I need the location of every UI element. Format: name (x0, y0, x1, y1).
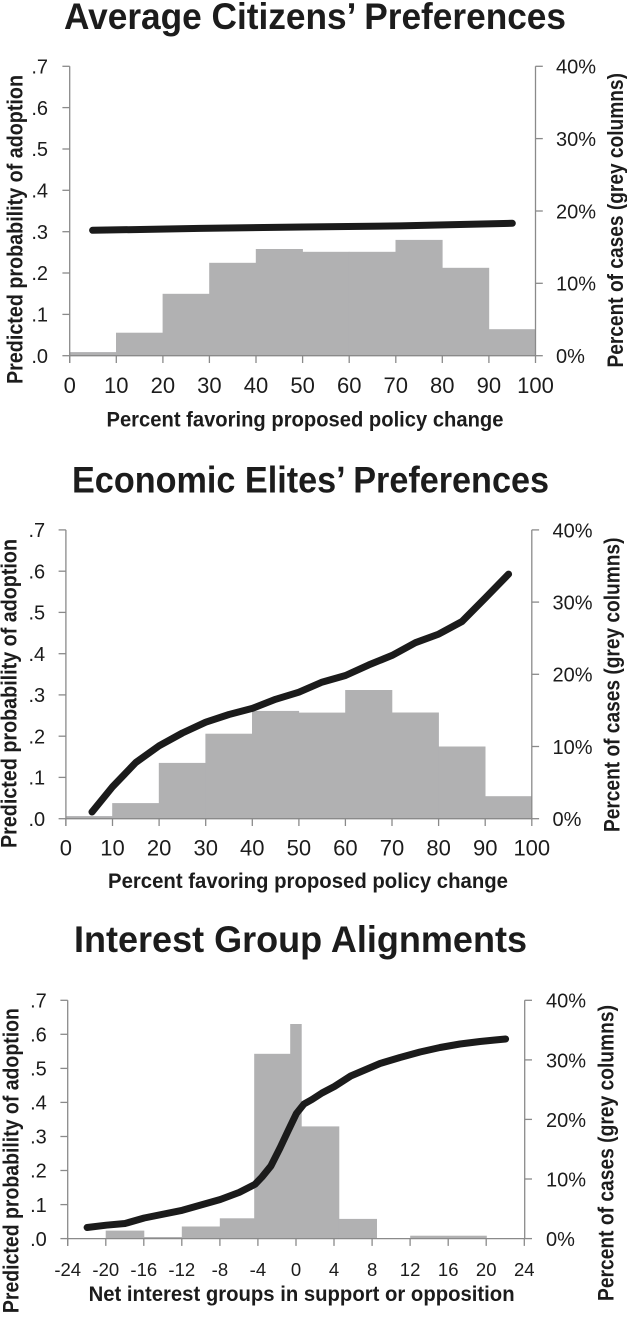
svg-text:Interest Group Alignments: Interest Group Alignments (74, 918, 527, 960)
svg-text:80: 80 (430, 373, 454, 398)
svg-text:10%: 10% (546, 1169, 586, 1191)
svg-text:24: 24 (514, 1259, 535, 1280)
svg-text:.6: .6 (31, 98, 48, 120)
svg-text:.2: .2 (29, 726, 46, 748)
svg-text:0%: 0% (553, 809, 582, 831)
svg-text:20%: 20% (546, 1110, 586, 1132)
svg-text:.3: .3 (31, 222, 48, 244)
svg-text:90: 90 (477, 373, 501, 398)
svg-text:40: 40 (240, 835, 264, 860)
svg-text:.6: .6 (30, 1025, 47, 1047)
svg-text:40: 40 (244, 373, 268, 398)
svg-text:Economic Elites’ Preferences: Economic Elites’ Preferences (72, 458, 549, 500)
svg-text:50: 50 (290, 373, 314, 398)
svg-text:0: 0 (60, 835, 72, 860)
svg-text:-16: -16 (130, 1259, 157, 1280)
svg-text:.4: .4 (29, 644, 46, 666)
svg-text:10%: 10% (553, 737, 593, 759)
svg-text:.4: .4 (31, 181, 48, 203)
svg-text:20: 20 (151, 373, 175, 398)
svg-text:-4: -4 (250, 1259, 266, 1280)
svg-text:20%: 20% (553, 665, 593, 687)
svg-text:12: 12 (400, 1259, 421, 1280)
svg-text:Percent favoring proposed poli: Percent favoring proposed policy change (107, 408, 504, 432)
svg-text:40%: 40% (556, 57, 596, 79)
svg-text:Net interest groups in support: Net interest groups in support or opposi… (89, 1282, 515, 1306)
svg-text:.1: .1 (29, 768, 46, 790)
svg-text:30%: 30% (546, 1050, 586, 1072)
svg-text:10: 10 (104, 373, 128, 398)
svg-text:60: 60 (333, 835, 357, 860)
svg-text:Predicted probability of adopt: Predicted probability of adoption (0, 1008, 24, 1313)
svg-text:100: 100 (513, 835, 550, 860)
svg-text:.5: .5 (29, 603, 46, 625)
svg-text:.0: .0 (30, 1229, 47, 1251)
svg-text:-20: -20 (92, 1259, 119, 1280)
svg-text:.2: .2 (31, 263, 48, 285)
svg-text:.3: .3 (30, 1127, 47, 1149)
svg-text:.7: .7 (31, 57, 48, 79)
svg-text:-12: -12 (168, 1259, 195, 1280)
svg-text:20%: 20% (556, 201, 596, 223)
svg-text:60: 60 (337, 373, 361, 398)
svg-text:.4: .4 (30, 1093, 47, 1115)
svg-text:.6: .6 (29, 561, 46, 583)
svg-text:40%: 40% (546, 991, 586, 1013)
svg-text:10: 10 (100, 835, 124, 860)
svg-text:.7: .7 (29, 520, 46, 542)
svg-text:70: 70 (380, 835, 404, 860)
svg-text:Percent of cases (grey columns: Percent of cases (grey columns) (594, 1005, 619, 1301)
svg-text:.1: .1 (31, 305, 48, 327)
svg-text:30%: 30% (556, 129, 596, 151)
svg-text:.3: .3 (29, 685, 46, 707)
svg-text:.1: .1 (30, 1195, 47, 1217)
svg-text:40%: 40% (553, 520, 593, 542)
svg-text:.0: .0 (29, 809, 46, 831)
svg-text:Average Citizens’ Preferences: Average Citizens’ Preferences (64, 0, 566, 37)
svg-text:10%: 10% (556, 274, 596, 296)
svg-text:70: 70 (384, 373, 408, 398)
svg-text:.7: .7 (30, 991, 47, 1013)
svg-text:0%: 0% (556, 346, 585, 368)
svg-text:.5: .5 (31, 139, 48, 161)
svg-text:0%: 0% (546, 1229, 575, 1251)
svg-text:20: 20 (476, 1259, 497, 1280)
svg-text:.5: .5 (30, 1059, 47, 1081)
svg-text:30: 30 (197, 373, 221, 398)
svg-text:0: 0 (291, 1259, 301, 1280)
svg-text:.2: .2 (30, 1161, 47, 1183)
svg-text:.0: .0 (31, 346, 48, 368)
svg-text:0: 0 (64, 373, 76, 398)
svg-text:Predicted probability of adopt: Predicted probability of adoption (3, 75, 28, 384)
svg-text:4: 4 (329, 1259, 339, 1280)
svg-text:30%: 30% (553, 593, 593, 615)
svg-text:100: 100 (517, 373, 554, 398)
svg-text:90: 90 (473, 835, 497, 860)
svg-text:Predicted probability of adopt: Predicted probability of adoption (0, 539, 22, 848)
svg-text:80: 80 (426, 835, 450, 860)
svg-text:-24: -24 (54, 1259, 81, 1280)
svg-text:-8: -8 (212, 1259, 228, 1280)
svg-text:Percent favoring proposed poli: Percent favoring proposed policy change (108, 869, 508, 893)
svg-text:16: 16 (438, 1259, 459, 1280)
svg-text:Percent of cases (grey columns: Percent of cases (grey columns) (599, 538, 624, 833)
svg-text:Percent of cases (grey columns: Percent of cases (grey columns) (603, 73, 627, 368)
svg-text:20: 20 (147, 835, 171, 860)
svg-text:8: 8 (367, 1259, 377, 1280)
svg-text:30: 30 (193, 835, 217, 860)
svg-text:50: 50 (287, 835, 311, 860)
